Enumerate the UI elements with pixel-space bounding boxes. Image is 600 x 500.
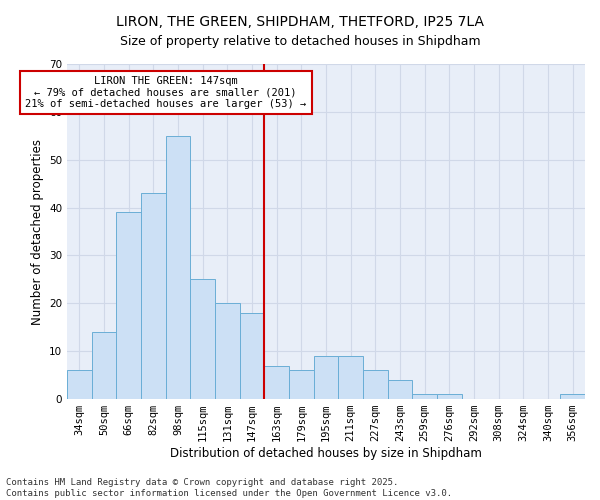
Text: Contains HM Land Registry data © Crown copyright and database right 2025.
Contai: Contains HM Land Registry data © Crown c… [6,478,452,498]
Text: LIRON, THE GREEN, SHIPDHAM, THETFORD, IP25 7LA: LIRON, THE GREEN, SHIPDHAM, THETFORD, IP… [116,15,484,29]
Bar [215,304,240,399]
Bar [265,366,289,399]
Bar [289,370,314,399]
Bar [190,280,215,399]
Bar [141,193,166,399]
Bar [67,370,92,399]
Bar [437,394,461,399]
Bar [338,356,363,399]
Bar [92,332,116,399]
Y-axis label: Number of detached properties: Number of detached properties [31,138,44,324]
Bar [240,313,265,399]
Bar [412,394,437,399]
Bar [388,380,412,399]
Bar [116,212,141,399]
X-axis label: Distribution of detached houses by size in Shipdham: Distribution of detached houses by size … [170,447,482,460]
Text: LIRON THE GREEN: 147sqm
← 79% of detached houses are smaller (201)
21% of semi-d: LIRON THE GREEN: 147sqm ← 79% of detache… [25,76,307,109]
Bar [560,394,585,399]
Bar [363,370,388,399]
Bar [314,356,338,399]
Text: Size of property relative to detached houses in Shipdham: Size of property relative to detached ho… [119,35,481,48]
Bar [166,136,190,399]
